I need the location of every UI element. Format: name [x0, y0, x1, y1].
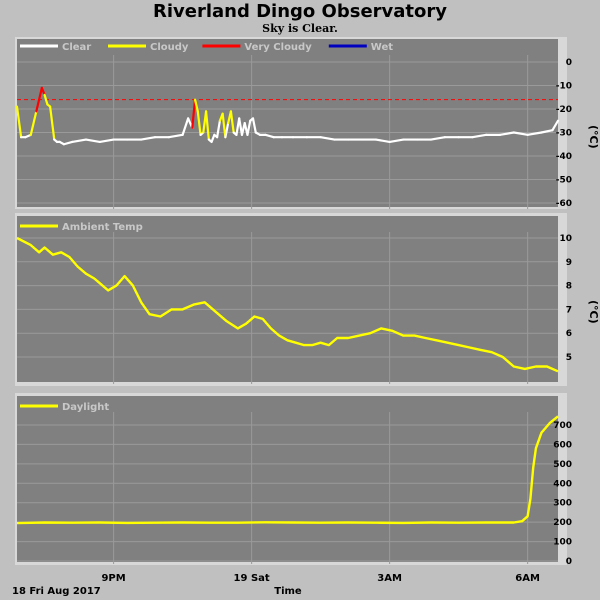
- sky-series-segment: [140, 136, 157, 141]
- sky-temperature-series: [15, 86, 560, 146]
- sky-series-segment: [264, 133, 275, 139]
- ambient-plot-area: [17, 216, 558, 382]
- sky-series-segment: [526, 131, 543, 136]
- amb-y-tick-label: 8: [566, 282, 572, 292]
- day-y-tick-label: 100: [553, 538, 572, 548]
- day-y-tick-label: 200: [553, 518, 572, 528]
- day-y-tick-label: 0: [566, 557, 572, 567]
- sky-series-segment: [191, 98, 197, 129]
- ambient-y-ticks: 10 9 8 7 6 5: [559, 234, 572, 363]
- ambient-series-line: [16, 236, 559, 373]
- sky-series-segment: [181, 117, 190, 136]
- x-axis-date-label: 18 Fri Aug 2017: [12, 586, 101, 597]
- sky-series-segment: [221, 112, 227, 139]
- sky-y-tick-label: -30: [556, 129, 572, 139]
- sky-series-segment: [498, 131, 515, 136]
- sky-y-tick-label: -50: [556, 176, 572, 186]
- x-tick-label: 19 Sat: [234, 573, 270, 584]
- daylight-y-ticks: 700 600 500 400 300 200 100 0: [553, 421, 572, 567]
- x-tick-label: 6AM: [515, 573, 540, 584]
- sky-series-segment: [29, 110, 38, 136]
- sky-legend-label: Clear: [62, 42, 91, 53]
- daylight-series: [16, 415, 559, 525]
- sky-series-segment: [229, 110, 235, 134]
- ambient-legend: Ambient Temp: [20, 222, 143, 233]
- ambient-gridlines: [17, 232, 558, 384]
- sky-series-segment: [204, 110, 210, 141]
- sky-series-segment: [246, 119, 252, 136]
- sky-legend-label: Wet: [371, 42, 393, 53]
- day-y-tick-label: 500: [553, 460, 572, 470]
- sky-series-segment: [40, 86, 46, 97]
- sky-series-segment: [98, 138, 115, 143]
- sky-series-segment: [224, 121, 230, 139]
- sky-y-unit: (°C): [587, 125, 600, 149]
- sky-series-segment: [251, 117, 257, 134]
- sky-series-segment: [62, 140, 74, 146]
- daylight-plot-area: [17, 396, 558, 562]
- ambient-y-unit: (°C): [587, 300, 600, 324]
- daylight-series-line: [16, 415, 559, 525]
- day-y-tick-label: 400: [553, 479, 572, 489]
- sky-y-tick-label: -10: [556, 82, 572, 92]
- chart-title: Riverland Dingo Observatory: [152, 1, 448, 22]
- amb-y-tick-label: 9: [566, 258, 572, 268]
- x-tick-label: 3AM: [377, 573, 402, 584]
- day-legend-label: Daylight: [62, 402, 109, 413]
- sky-series-segment: [512, 131, 529, 136]
- x-axis-ticks: 9PM 19 Sat 3AM 6AM: [101, 573, 540, 584]
- sky-series-segment: [471, 133, 488, 139]
- day-y-tick-label: 300: [553, 499, 572, 509]
- sky-series-segment: [551, 119, 560, 132]
- day-y-tick-label: 600: [553, 440, 572, 450]
- amb-y-tick-label: 10: [559, 234, 572, 244]
- sky-panel: 0 -10 -20 -30 -40 -50 -60 (°C) Clear Cloudy Very…: [15, 37, 600, 209]
- x-tick-label: 9PM: [101, 573, 125, 584]
- sky-series-segment: [210, 133, 216, 143]
- sky-legend-label: Cloudy: [150, 42, 189, 53]
- sky-series-segment: [216, 119, 221, 139]
- sky-y-tick-label: -40: [556, 152, 572, 162]
- daylight-gridlines: [17, 412, 558, 564]
- sky-series-segment: [35, 86, 43, 113]
- x-axis-label: Time: [274, 586, 302, 597]
- amb-y-tick-label: 7: [566, 305, 572, 315]
- sky-series-segment: [84, 138, 101, 143]
- sky-series-segment: [196, 110, 202, 136]
- sky-series-segment: [388, 138, 405, 143]
- day-y-tick-label: 700: [553, 421, 572, 431]
- sky-series-segment: [429, 136, 446, 141]
- sky-series-segment: [167, 133, 184, 139]
- sky-series-segment: [374, 138, 391, 143]
- sky-series-segment: [49, 105, 56, 141]
- daylight-legend: Daylight: [20, 402, 109, 413]
- daylight-panel: 700 600 500 400 300 200 100 0 Daylight: [15, 393, 572, 567]
- sky-status-subtitle: Sky is Clear.: [262, 22, 338, 35]
- amb-y-tick-label: 6: [566, 329, 572, 339]
- sky-series-segment: [319, 136, 336, 141]
- amb-legend-label: Ambient Temp: [62, 222, 143, 233]
- sky-y-tick-label: 0: [566, 58, 572, 68]
- sky-legend-label: Very Cloudy: [244, 42, 312, 53]
- sky-y-ticks: 0 -10 -20 -30 -40 -50 -60: [556, 58, 572, 209]
- sky-plot-area: [17, 39, 558, 207]
- sky-legend: Clear Cloudy Very Cloudy Wet: [20, 42, 393, 53]
- sky-y-tick-label: -20: [556, 105, 572, 115]
- sky-y-tick-label: -60: [556, 199, 572, 209]
- sky-series-segment: [71, 138, 88, 143]
- ambient-temperature-series: [16, 236, 559, 373]
- amb-y-tick-label: 5: [566, 353, 572, 363]
- sky-series-segment: [15, 105, 23, 139]
- sky-series-segment: [193, 98, 199, 113]
- sky-series-segment: [540, 129, 554, 134]
- sky-series-segment: [43, 93, 49, 106]
- ambient-panel: 10 9 8 7 6 5 (°C) Ambient Temp: [15, 213, 600, 386]
- sky-gridlines: [17, 55, 558, 209]
